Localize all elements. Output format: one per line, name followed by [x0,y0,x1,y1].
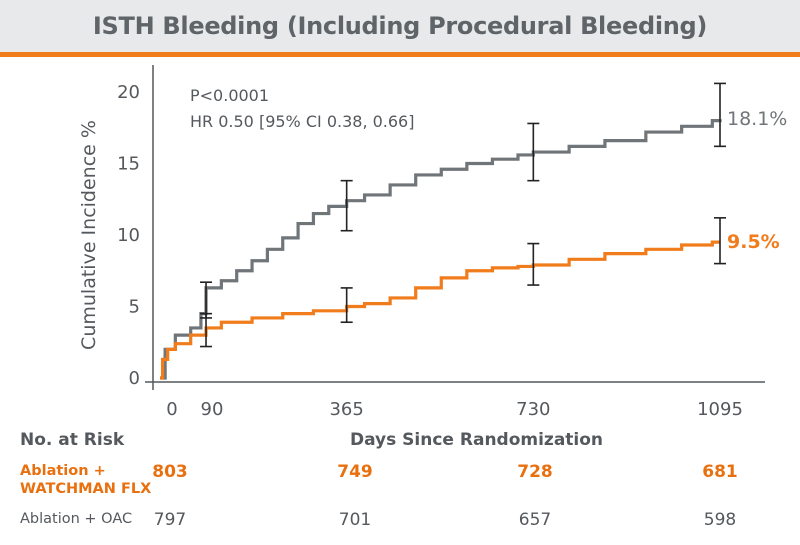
y-tick-label-10: 10 [117,225,140,246]
end-label-watchman: 9.5% [727,231,780,253]
title-bar: ISTH Bleeding (Including Procedural Blee… [0,0,800,52]
y-tick-label-5: 5 [129,297,140,318]
title-divider [0,52,800,57]
risk-value-oac-730: 657 [518,510,552,530]
risk-value-oac-90: 797 [153,510,187,530]
risk-row-label-watchman: Ablation + WATCHMAN FLX [20,462,160,498]
ci-bar-oac-1095 [714,82,726,148]
risk-value-watchman-1095: 681 [702,462,738,482]
hazard-ratio-annotation: HR 0.50 [95% CI 0.38, 0.66] [190,112,414,131]
p-value-annotation: P<0.0001 [190,86,269,105]
risk-value-oac-365: 701 [338,510,372,530]
ci-bar-watchman-365 [340,287,353,324]
x-tick-label-0: 0 [166,399,177,420]
risk-value-watchman-90: 803 [152,462,188,482]
ci-bar-watchman-730 [527,242,540,286]
risk-value-watchman-365: 749 [337,462,373,482]
risk-value-oac-1095: 598 [703,510,737,530]
x-tick-label-365: 365 [329,399,363,420]
risk-row-label-watchman-line1: Ablation + [20,463,106,479]
risk-table-header: No. at Risk [20,430,125,450]
km-chart: 0 5 10 15 20 0 90 365 730 1095 Cumulative Incidenc… [78,65,787,420]
risk-row-label-oac: Ablation + OAC [20,511,133,527]
x-tick-label-1095: 1095 [697,399,743,420]
series-line-oac [160,119,722,380]
series-line-watchman [160,240,720,380]
y-tick-label-0: 0 [129,368,140,389]
x-tick-label-90: 90 [201,399,224,420]
ci-bar-oac-365 [340,179,353,232]
ci-bar-oac-730 [527,122,540,182]
y-tick-label-15: 15 [117,154,140,175]
risk-value-watchman-730: 728 [517,462,553,482]
ci-bar-watchman-90 [200,312,213,348]
risk-row-label-watchman-line2: WATCHMAN FLX [20,481,152,497]
x-tick-label-730: 730 [516,399,550,420]
ci-bar-watchman-1095 [714,217,726,265]
y-axis-label: Cumulative Incidence % [78,120,100,350]
x-axis-label: Days Since Randomization [350,430,604,450]
end-label-oac: 18.1% [727,108,787,130]
chart-title: ISTH Bleeding (Including Procedural Blee… [92,12,708,40]
y-tick-label-20: 20 [117,82,140,103]
